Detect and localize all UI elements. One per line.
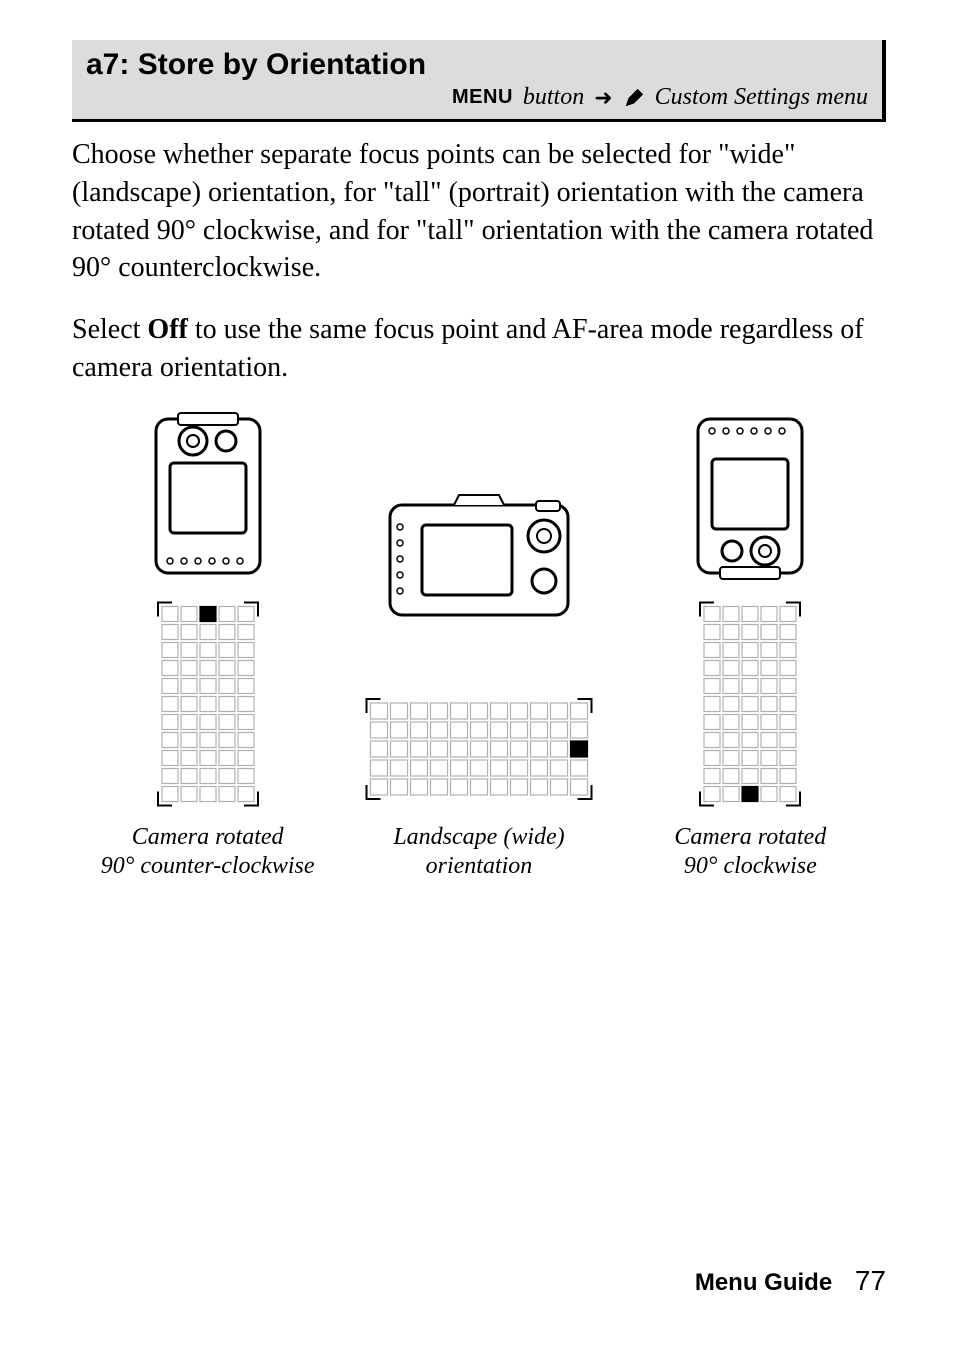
caption-right-l2: 90° clockwise	[684, 853, 817, 879]
camera-cw-icon	[690, 411, 810, 581]
p2-bold: Off	[147, 314, 187, 345]
footer-label: Menu Guide	[695, 1269, 832, 1296]
p2-post: to use the same focus point and AF-area …	[72, 314, 864, 383]
caption-left: Camera rotated 90° counter-clockwise	[101, 823, 315, 881]
section-subtitle: MENU button ➜ Custom Settings menu	[86, 84, 868, 111]
paragraph-off: Select Off to use the same focus point a…	[72, 311, 886, 387]
focus-grid-right	[695, 599, 805, 809]
figure-left: Camera rotated 90° counter-clockwise	[78, 411, 338, 881]
button-word: button	[523, 84, 584, 111]
figure-right: Camera rotated 90° clockwise	[620, 411, 880, 881]
footer-page: 77	[855, 1265, 886, 1296]
section-header: a7: Store by Orientation MENU button ➜ C…	[72, 40, 886, 122]
page-footer: Menu Guide 77	[695, 1265, 886, 1297]
section-title: a7: Store by Orientation	[86, 48, 868, 82]
menu-label: MENU	[452, 86, 513, 109]
paragraph-intro: Choose whether separate focus points can…	[72, 136, 886, 287]
arrow-icon: ➜	[594, 85, 612, 111]
caption-right-l1: Camera rotated	[674, 824, 826, 850]
caption-mid-l1: Landscape (wide)	[393, 824, 564, 850]
focus-grid-mid	[364, 689, 594, 809]
camera-landscape-icon	[384, 491, 574, 621]
sub-text: Custom Settings menu	[655, 84, 868, 111]
figure-row: Camera rotated 90° counter-clockwise Lan…	[72, 411, 886, 881]
caption-mid: Landscape (wide) orientation	[393, 823, 564, 881]
pencil-icon	[623, 87, 645, 109]
caption-left-l1: Camera rotated	[132, 824, 284, 850]
caption-right: Camera rotated 90° clockwise	[674, 823, 826, 881]
p2-pre: Select	[72, 314, 147, 345]
camera-ccw-icon	[148, 411, 268, 581]
figure-mid: Landscape (wide) orientation	[349, 491, 609, 881]
caption-left-l2: 90° counter-clockwise	[101, 853, 315, 879]
focus-grid-left	[153, 599, 263, 809]
caption-mid-l2: orientation	[426, 853, 533, 879]
